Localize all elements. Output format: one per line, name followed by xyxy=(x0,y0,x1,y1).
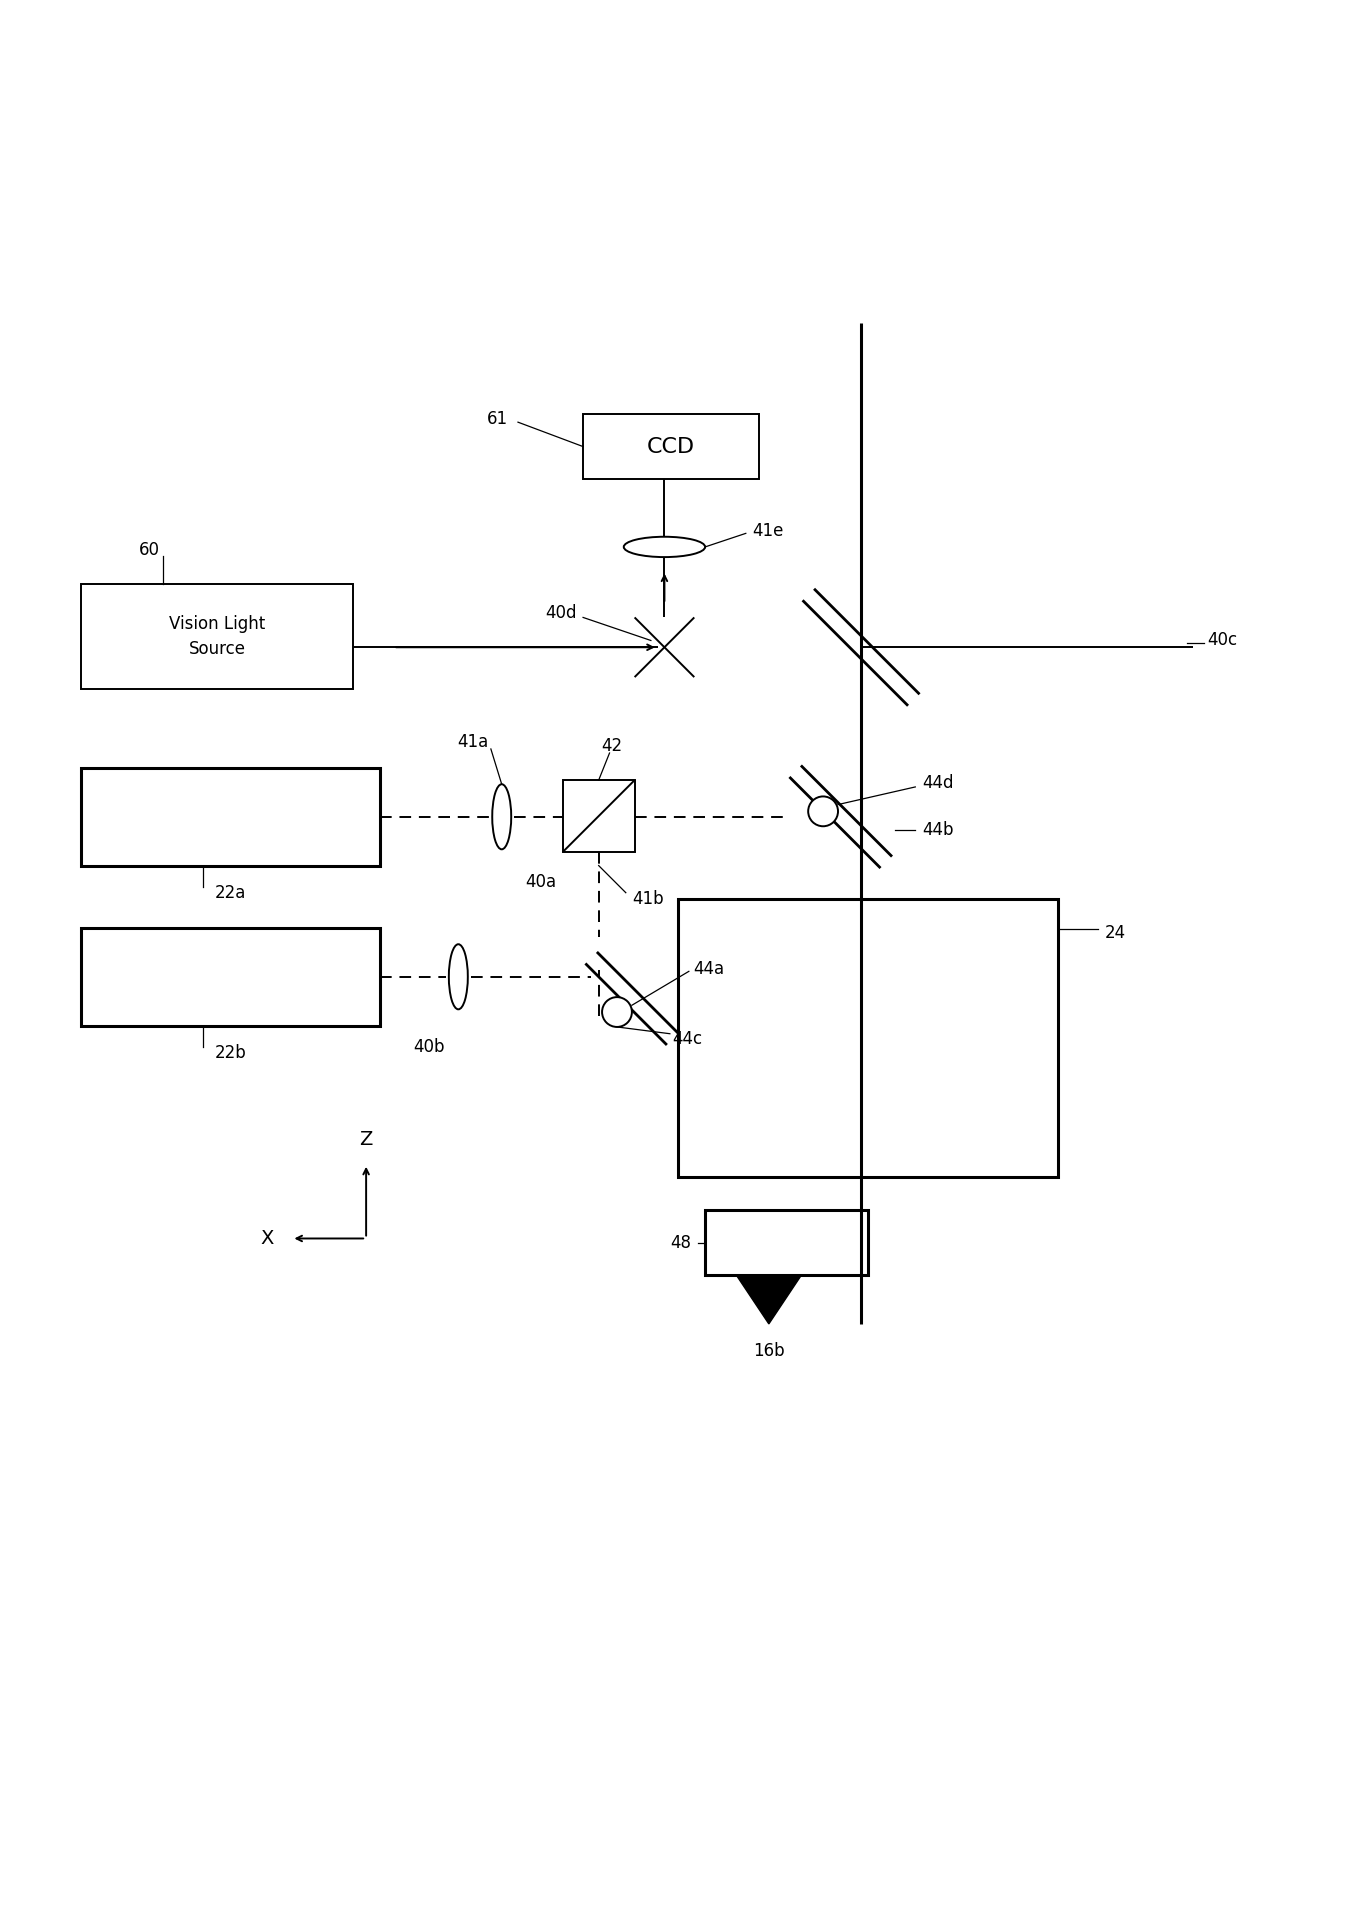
Text: 42: 42 xyxy=(602,738,622,755)
Text: X: X xyxy=(260,1229,274,1249)
Text: 40a: 40a xyxy=(525,872,556,891)
Bar xyxy=(583,415,759,478)
Text: 16b: 16b xyxy=(753,1343,785,1360)
Text: 41b: 41b xyxy=(632,891,664,909)
Bar xyxy=(81,584,353,690)
Text: 24: 24 xyxy=(1105,924,1127,943)
Bar xyxy=(81,768,380,866)
Text: 40b: 40b xyxy=(414,1037,445,1057)
Text: 44c: 44c xyxy=(673,1030,702,1049)
Ellipse shape xyxy=(492,784,511,849)
Bar xyxy=(81,928,380,1026)
Text: 41e: 41e xyxy=(753,523,784,540)
Text: 44d: 44d xyxy=(922,774,953,791)
Text: CCD: CCD xyxy=(647,436,696,457)
Circle shape xyxy=(808,797,838,826)
Text: Vision Light
Source: Vision Light Source xyxy=(170,615,264,657)
Text: 40d: 40d xyxy=(545,605,576,622)
Circle shape xyxy=(602,997,632,1028)
Polygon shape xyxy=(736,1276,801,1324)
Text: 61: 61 xyxy=(487,411,508,428)
Bar xyxy=(705,1210,868,1276)
Text: 41a: 41a xyxy=(457,734,488,751)
Bar xyxy=(563,780,635,853)
Ellipse shape xyxy=(449,945,468,1009)
Text: 60: 60 xyxy=(138,540,160,559)
Text: 22b: 22b xyxy=(214,1043,247,1062)
Text: Z: Z xyxy=(359,1130,373,1149)
Text: 48: 48 xyxy=(671,1233,692,1252)
Text: 44a: 44a xyxy=(693,960,724,978)
Text: 40c: 40c xyxy=(1207,632,1237,649)
Text: 22a: 22a xyxy=(214,884,247,901)
Bar xyxy=(678,899,1058,1178)
Ellipse shape xyxy=(624,536,705,557)
Text: 44b: 44b xyxy=(922,822,953,839)
